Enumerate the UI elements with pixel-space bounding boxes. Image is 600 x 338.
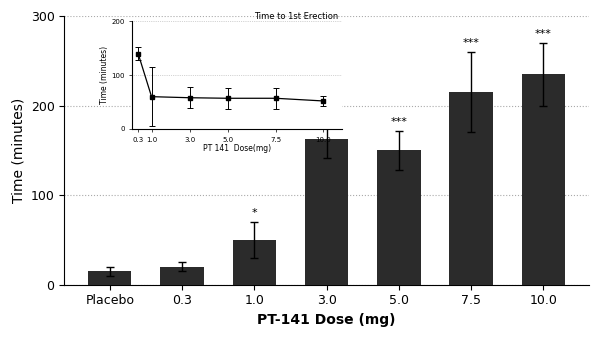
Bar: [305, 139, 348, 285]
Text: ***: ***: [535, 29, 552, 40]
Text: ***: ***: [463, 38, 479, 48]
Bar: [88, 271, 131, 285]
Bar: [160, 267, 204, 285]
Y-axis label: Time (minutes): Time (minutes): [11, 98, 25, 203]
Bar: [377, 150, 421, 285]
Bar: [449, 92, 493, 285]
Bar: [233, 240, 276, 285]
Text: ***: ***: [318, 105, 335, 116]
Text: ***: ***: [391, 117, 407, 127]
X-axis label: PT-141 Dose (mg): PT-141 Dose (mg): [257, 313, 396, 327]
Text: *: *: [251, 209, 257, 218]
Bar: [521, 74, 565, 285]
